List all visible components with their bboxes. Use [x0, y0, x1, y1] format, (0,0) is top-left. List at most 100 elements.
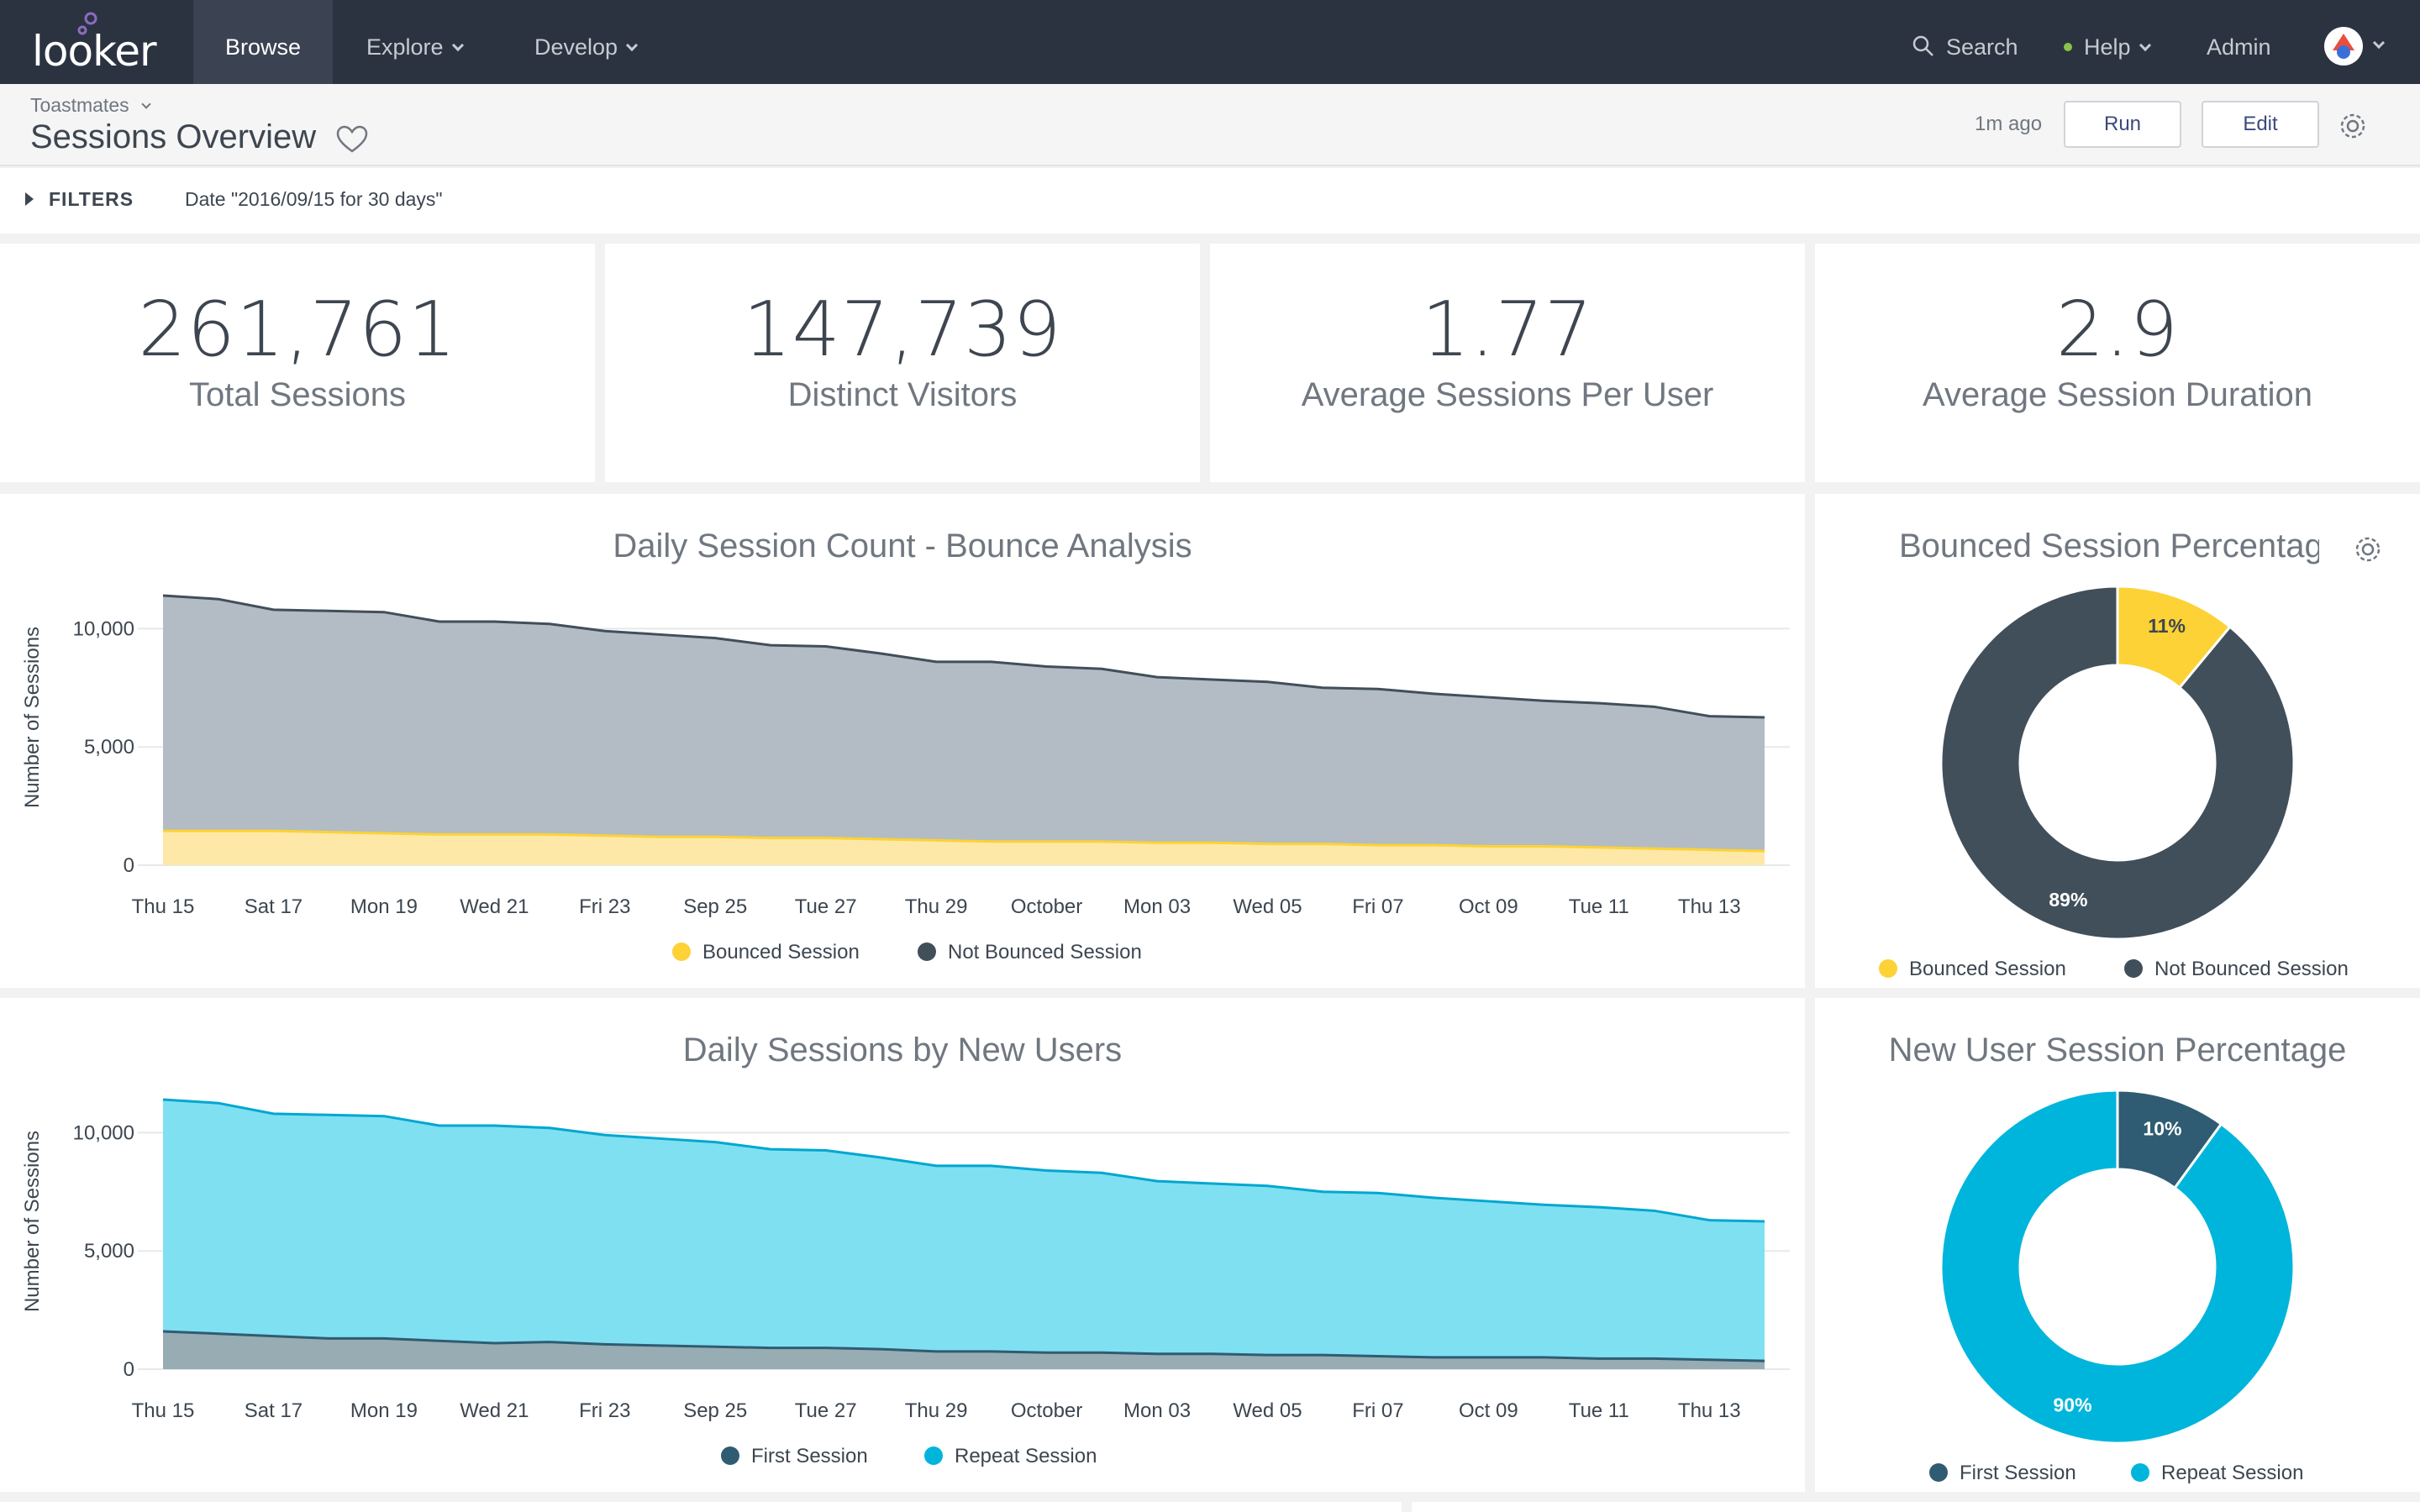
help-label: Help	[2084, 34, 2131, 60]
x-tick-label: Mon 19	[350, 895, 418, 918]
legend-label: Bounced Session	[1909, 958, 2066, 980]
series-area-first-session	[163, 1331, 1765, 1369]
legend-repeat-session[interactable]: Repeat Session	[2131, 1462, 2303, 1485]
filters-bar: FILTERS Date "2016/09/15 for 30 days"	[0, 168, 2420, 234]
series-line-not-bounced-session	[162, 594, 1765, 719]
legend-bounced[interactable]: Bounced Session	[672, 941, 860, 964]
kpi-value: 1.77	[1421, 286, 1594, 374]
series-area-repeat-session	[163, 1099, 1765, 1369]
series-line-repeat-session	[162, 1098, 1765, 1223]
nav-develop-label: Develop	[534, 34, 618, 60]
legend-label: Repeat Session	[2161, 1462, 2304, 1484]
kpi-value: 2.9	[2055, 286, 2180, 374]
kpi-avg-session-duration[interactable]: 2.9 Average Session Duration	[1815, 244, 2420, 482]
new-user-percentage-tile[interactable]: New User Session Percentage 10% 90% First…	[1815, 998, 2420, 1492]
x-tick-label: Mon 03	[1123, 1399, 1191, 1422]
x-tick-label: Thu 15	[132, 895, 195, 918]
y-tick-label: 10,000	[73, 1121, 134, 1144]
search-button[interactable]: Search	[1912, 0, 2018, 84]
breadcrumb[interactable]: Toastmates	[30, 94, 151, 117]
chevron-down-icon	[625, 39, 639, 52]
legend-dot	[672, 942, 691, 961]
legend-first-session[interactable]: First Session	[1929, 1462, 2076, 1485]
chevron-down-icon	[451, 39, 464, 52]
kpi-total-sessions[interactable]: 261,761 Total Sessions	[0, 244, 595, 482]
page-title-text: Sessions Overview	[30, 118, 317, 155]
bounce-percentage-tile[interactable]: Bounced Session Percentag 11% 89% Bounced…	[1815, 494, 2420, 988]
legend-bounced[interactable]: Bounced Session	[1879, 958, 2066, 981]
filter-date[interactable]: Date "2016/09/15 for 30 days"	[185, 188, 443, 210]
new-users-tile[interactable]: Daily Sessions by New Users 0 5,000 10,000…	[0, 998, 1805, 1492]
nav-explore-label: Explore	[366, 34, 444, 60]
x-tick-label: Sep 25	[683, 1399, 747, 1422]
user-menu[interactable]	[2321, 0, 2396, 84]
nav-browse[interactable]: Browse	[193, 0, 333, 84]
gear-icon[interactable]	[2338, 111, 2368, 141]
x-tick-label: Tue 11	[1569, 895, 1629, 918]
legend-not-bounced[interactable]: Not Bounced Session	[2124, 958, 2349, 981]
legend-repeat-session[interactable]: Repeat Session	[924, 1445, 1097, 1468]
donut-data-label: 90%	[2054, 1394, 2092, 1416]
x-tick-label: Mon 03	[1123, 895, 1191, 918]
legend-first-session[interactable]: First Session	[721, 1445, 868, 1468]
x-tick-label: Wed 21	[460, 1399, 529, 1422]
legend-dot	[721, 1446, 739, 1465]
edit-button[interactable]: Edit	[2202, 101, 2319, 148]
run-button[interactable]: Run	[2064, 101, 2181, 148]
legend-not-bounced[interactable]: Not Bounced Session	[918, 941, 1142, 964]
kpi-value: 261,761	[138, 286, 457, 374]
donut-slice-not-bounced-session	[1939, 585, 2296, 941]
legend-dot	[2131, 1462, 2149, 1482]
x-tick-label: Wed 05	[1233, 1399, 1302, 1422]
x-tick-label: Mon 19	[350, 1399, 418, 1422]
donut-slice-repeat-session	[1939, 1089, 2296, 1445]
kpi-label: Distinct Visitors	[787, 376, 1018, 413]
x-tick-label: Thu 13	[1678, 1399, 1741, 1422]
kpi-label: Total Sessions	[189, 376, 406, 413]
search-label: Search	[1946, 34, 2018, 60]
series-line-bounced-session	[163, 829, 1765, 853]
bounce-analysis-tile[interactable]: Daily Session Count - Bounce Analysis 0 5…	[0, 494, 1805, 988]
nav-develop[interactable]: Develop	[534, 0, 639, 84]
x-tick-label: Fri 23	[579, 1399, 630, 1422]
bounce-area-chart: 0 5,000 10,000 Number of Sessions Thu 15 Sat …	[21, 594, 1790, 918]
y-tick-label: 5,000	[84, 1240, 134, 1263]
kpi-distinct-visitors[interactable]: 147,739 Distinct Visitors	[605, 244, 1200, 482]
next-tile-left	[0, 1502, 1402, 1512]
help-menu[interactable]: Help	[2064, 0, 2151, 84]
filters-toggle[interactable]: FILTERS	[49, 188, 134, 210]
x-tick-label: Wed 05	[1233, 895, 1302, 918]
top-nav: looker Browse Explore Develop Search Hel…	[0, 0, 2420, 84]
new-user-donut-chart: 10% 90%	[1939, 1089, 2296, 1445]
caret-right-icon[interactable]	[25, 192, 34, 206]
kpi-avg-sessions-per-user[interactable]: 1.77 Average Sessions Per User	[1210, 244, 1805, 482]
y-axis-label: Number of Sessions	[21, 627, 44, 808]
chart-title: Bounced Session Percentag	[1899, 528, 2319, 564]
avatar	[2324, 27, 2363, 66]
x-tick-label: Fri 23	[579, 895, 630, 918]
y-tick-label: 0	[124, 854, 134, 877]
kpi-value: 147,739	[743, 286, 1062, 374]
status-dot-icon	[2064, 43, 2072, 51]
chart-title: Daily Session Count - Bounce Analysis	[613, 528, 1192, 564]
x-tick-label: Sat 17	[245, 895, 302, 918]
legend-dot	[1879, 958, 1897, 978]
legend-label: First Session	[751, 1445, 868, 1467]
next-tile-right	[1412, 1502, 2420, 1512]
chart-title: New User Session Percentage	[1888, 1032, 2347, 1068]
logo-bubbles-icon	[77, 12, 97, 35]
chevron-down-icon	[2139, 39, 2151, 52]
breadcrumb-label: Toastmates	[30, 94, 129, 116]
x-tick-label: October	[1011, 895, 1082, 918]
x-tick-label: Thu 29	[905, 895, 968, 918]
looker-logo[interactable]: looker	[32, 12, 175, 76]
series-area-not-bounced-session	[163, 595, 1765, 865]
x-tick-label: October	[1011, 1399, 1082, 1422]
heart-icon[interactable]	[335, 124, 369, 155]
donut-data-label: 10%	[2143, 1117, 2181, 1139]
admin-link[interactable]: Admin	[2207, 0, 2271, 84]
gear-icon[interactable]	[2353, 534, 2383, 564]
nav-explore[interactable]: Explore	[366, 0, 464, 84]
legend-label: Bounced Session	[702, 941, 860, 963]
donut-data-label: 89%	[2049, 889, 2087, 911]
